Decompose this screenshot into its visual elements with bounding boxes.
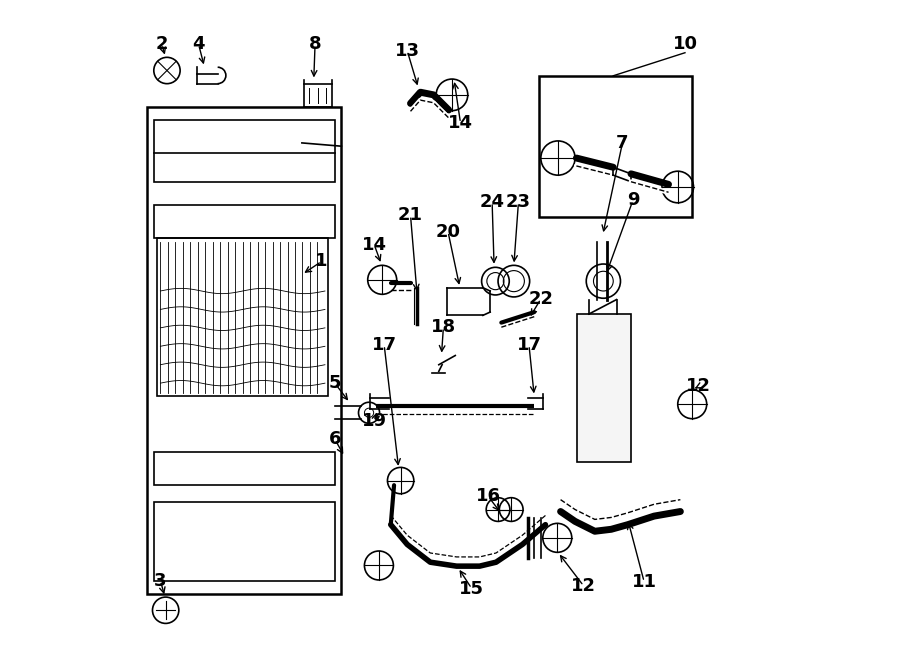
Text: 9: 9: [626, 191, 639, 209]
Text: 24: 24: [480, 193, 505, 211]
Text: 5: 5: [328, 374, 341, 392]
Text: 17: 17: [372, 336, 397, 354]
Bar: [148, 106, 341, 594]
Text: 1: 1: [315, 253, 328, 270]
Text: 12: 12: [687, 377, 711, 395]
Text: 6: 6: [328, 430, 341, 448]
Bar: [539, 76, 691, 217]
Text: 2: 2: [156, 35, 168, 53]
Text: 12: 12: [572, 577, 596, 595]
Bar: [577, 314, 631, 462]
Bar: [158, 239, 328, 397]
Text: 19: 19: [362, 412, 387, 430]
Text: 16: 16: [476, 487, 500, 506]
Bar: [154, 502, 335, 580]
Text: 7: 7: [616, 134, 629, 152]
Text: 20: 20: [436, 223, 461, 241]
Text: 15: 15: [459, 580, 484, 598]
Text: 10: 10: [672, 35, 698, 53]
Text: 13: 13: [395, 42, 419, 59]
Text: 22: 22: [528, 290, 554, 308]
Bar: [154, 120, 335, 182]
Text: 23: 23: [506, 193, 531, 211]
Text: 14: 14: [362, 236, 387, 254]
Text: 14: 14: [448, 114, 473, 132]
Text: 4: 4: [193, 35, 205, 53]
Text: 17: 17: [517, 336, 542, 354]
Bar: [154, 206, 335, 239]
Text: 8: 8: [309, 35, 321, 53]
Text: 18: 18: [431, 318, 456, 336]
Text: 11: 11: [632, 573, 657, 591]
Text: 3: 3: [154, 572, 166, 590]
Text: 21: 21: [398, 206, 423, 224]
Bar: [154, 452, 335, 485]
